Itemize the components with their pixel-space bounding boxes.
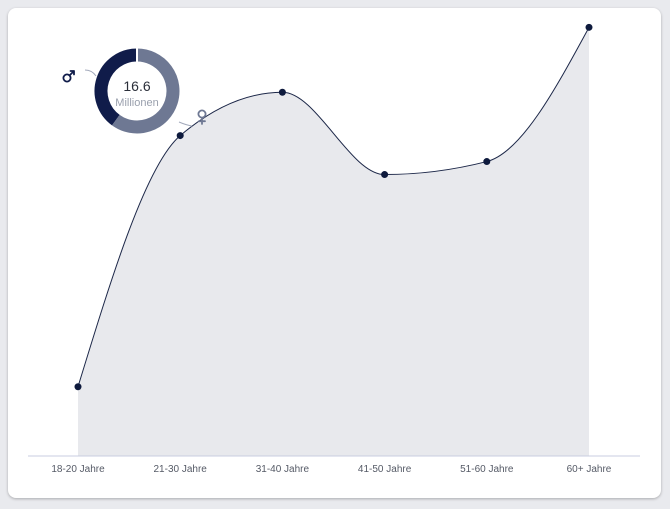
male-leader-line [84,69,97,77]
data-point[interactable] [176,132,184,140]
age-distribution-chart: 18-20 Jahre 21-30 Jahre 31-40 Jahre 41-50 J… [28,23,640,475]
data-point[interactable] [381,171,389,179]
point-layer [74,23,593,391]
donut-slices [94,47,180,134]
x-tick-label: 31-40 Jahre [256,464,310,475]
gender-donut: 16.6 Millionen [94,47,180,134]
donut-total-value: 16.6 [123,78,150,94]
female-leader-line [178,121,193,127]
line-layer [77,27,590,387]
area-layer [78,27,589,457]
donut-unit-label: Millionen [115,97,158,109]
donut-slice-female[interactable] [112,48,180,134]
x-tick-label: 18-20 Jahre [51,464,105,475]
x-tick-label: 60+ Jahre [567,464,612,475]
x-tick-label: 21-30 Jahre [154,464,208,475]
data-point[interactable] [74,383,82,391]
x-tick-labels: 18-20 Jahre 21-30 Jahre 31-40 Jahre 41-50 J… [51,464,611,475]
x-tick-label: 51-60 Jahre [460,464,514,475]
male-symbol-icon [62,70,75,83]
donut-slice-male[interactable] [94,48,138,126]
data-point[interactable] [483,158,491,166]
x-tick-label: 41-50 Jahre [358,464,412,475]
data-point[interactable] [585,23,593,31]
chart-card: 18-20 Jahre 21-30 Jahre 31-40 Jahre 41-50 J… [8,8,661,498]
area-fill [78,27,589,457]
female-symbol-icon [197,109,207,125]
data-point[interactable] [278,88,286,96]
series-line [77,27,590,387]
